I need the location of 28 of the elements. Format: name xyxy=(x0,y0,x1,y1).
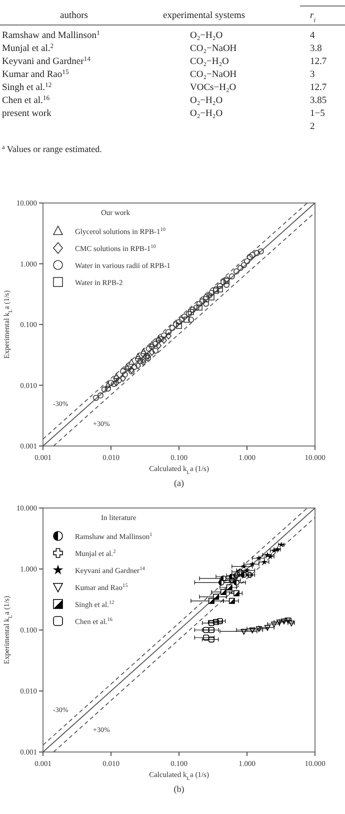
text: 12.7 xyxy=(310,57,327,67)
text: Singh et al.$^{12}$ xyxy=(2,82,52,93)
category-label: authors xyxy=(60,11,88,21)
text: $^{a}$ Values or range estimated. xyxy=(2,144,102,154)
text: Kumar and Rao$^{15}$ xyxy=(2,68,70,80)
text: VOCs−H₂O xyxy=(190,83,236,93)
text: 12.7 xyxy=(310,83,327,93)
text: Munjal et al.$^{2}$ xyxy=(2,42,54,54)
text: O₂−H₂O xyxy=(190,109,223,119)
category-label: experimental systems xyxy=(163,11,246,21)
text: (a) xyxy=(174,478,184,488)
text: Keyvani and Gardner$^{14}$ xyxy=(2,56,92,67)
text: 1−5 xyxy=(310,109,326,119)
text: Ramshaw and Mallinson$^{1}$ xyxy=(2,30,100,41)
text: O₂−H₂O xyxy=(190,31,223,41)
text: present work xyxy=(2,109,52,119)
category-label: r$_{i}$ xyxy=(310,11,316,24)
text: CO₂−NaOH xyxy=(190,44,237,54)
text: O₂−H₂O xyxy=(190,96,223,106)
text: CO₂−H₂O xyxy=(190,57,230,67)
text: 4 xyxy=(310,31,315,41)
text: Chen et al.$^{16}$ xyxy=(2,94,50,106)
text: 3.85 xyxy=(310,96,327,106)
text: 2 xyxy=(310,122,315,132)
text: 3 xyxy=(310,70,315,80)
text: 3.8 xyxy=(310,44,322,54)
text: (b) xyxy=(174,784,184,794)
text: CO₂−NaOH xyxy=(190,70,237,80)
